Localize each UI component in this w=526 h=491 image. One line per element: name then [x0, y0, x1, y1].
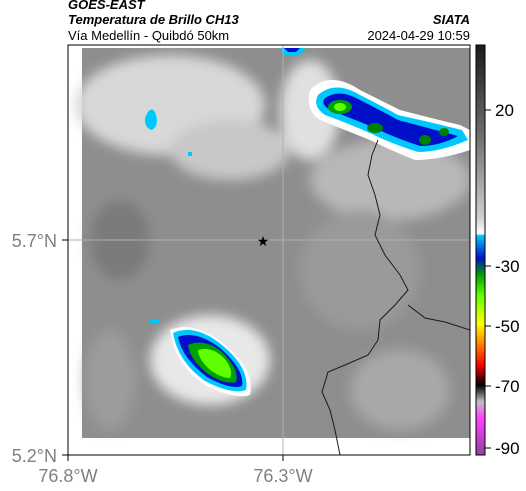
colorbar: 20 -30 -50 -70 -90	[475, 44, 520, 458]
cold-cloud-northeast	[280, 48, 470, 160]
satellite-label: GOES-EAST	[68, 0, 145, 12]
map-frame	[67, 44, 471, 456]
colorbar-tick-label: -50	[495, 317, 520, 336]
agency-label: SIATA	[432, 12, 470, 27]
lat-tick-label: 5.2°N	[12, 446, 57, 466]
boundary-line-east	[407, 304, 470, 331]
cold-patch	[144, 109, 157, 130]
lon-tick-label: 76.8°W	[38, 466, 97, 486]
colorbar-tick-label: 20	[495, 101, 514, 120]
colorbar-tick-label: -30	[495, 257, 520, 276]
lon-tick-label: 76.3°W	[253, 466, 312, 486]
product-title: Temperatura de Brillo CH13	[68, 12, 239, 27]
timestamp: 2024-04-29 10:59	[367, 28, 470, 43]
cold-cloud-southwest	[170, 327, 251, 397]
lat-tick-label: 5.7°N	[12, 231, 57, 251]
boundary-line	[321, 139, 409, 455]
colorbar-tick-label: -90	[495, 439, 520, 458]
brightness-temperature-map: ★	[68, 45, 470, 455]
colorbar-tick-label: -70	[495, 377, 520, 396]
location-star: ★	[257, 234, 270, 250]
route-subtitle: Vía Medellín - Quibdó 50km	[68, 28, 230, 43]
